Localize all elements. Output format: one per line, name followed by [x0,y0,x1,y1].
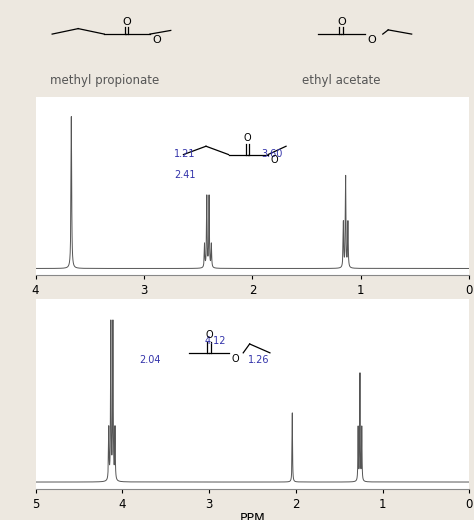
Text: 2.04: 2.04 [140,355,161,365]
X-axis label: PPM: PPM [239,298,265,311]
Text: O: O [368,35,376,45]
Text: O: O [122,17,131,27]
Text: 2.41: 2.41 [174,171,196,180]
Text: 4.12: 4.12 [205,336,226,346]
Text: 1.26: 1.26 [248,355,270,365]
Text: O: O [231,354,239,364]
Text: O: O [270,155,278,165]
Text: 3.60: 3.60 [261,149,283,159]
Text: O: O [337,17,346,27]
Text: O: O [205,330,213,340]
Text: O: O [244,133,252,142]
Text: 1.21: 1.21 [174,149,196,159]
Text: O: O [153,35,162,45]
Text: methyl propionate: methyl propionate [50,74,159,87]
X-axis label: PPM: PPM [239,512,265,520]
Text: ethyl acetate: ethyl acetate [302,74,381,87]
